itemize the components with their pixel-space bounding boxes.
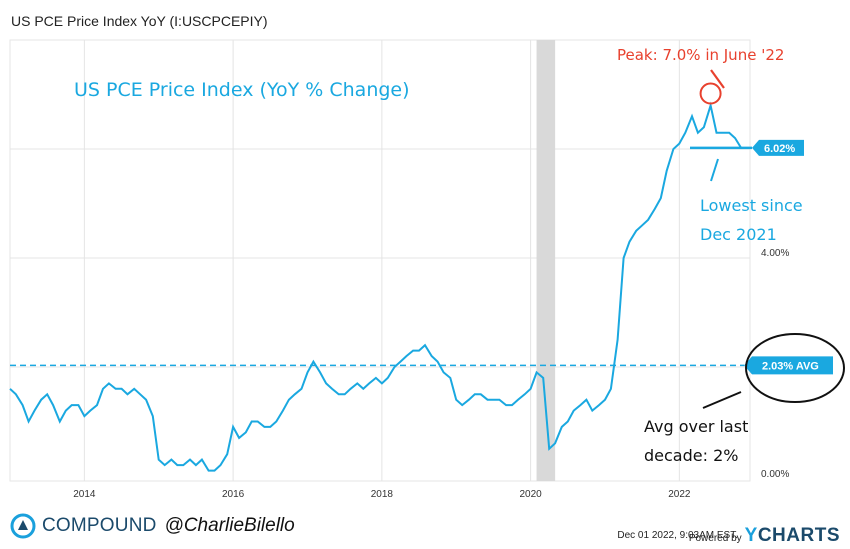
peak-annotation-text: Peak: 7.0% in June '22 xyxy=(617,46,784,64)
chart-title: US PCE Price Index YoY (I:USCPCEPIY) xyxy=(11,13,268,29)
x-axis: 2014 2016 2018 2020 2022 xyxy=(73,489,691,500)
chart: 2014 2016 2018 2020 2022 0.00% 4.00% US PCE P… xyxy=(9,13,845,500)
compound-logo-icon xyxy=(10,513,36,539)
peak-circle xyxy=(699,82,722,105)
y-tick-label: 0.00% xyxy=(761,469,789,480)
x-tick-label: 2018 xyxy=(371,489,394,500)
peak-annotation: Peak: 7.0% in June '22 xyxy=(617,46,784,105)
average-badge: 2.03% AVG xyxy=(744,356,833,375)
average-annotation-line1: Avg over last xyxy=(644,417,748,436)
grid-lines xyxy=(10,40,750,481)
average-label: 2.03% AVG xyxy=(762,360,819,372)
footer: COMPOUND @CharlieBilello Dec 01 2022, 9:… xyxy=(0,505,850,549)
average-annotation: Avg over last decade: 2% xyxy=(644,333,845,465)
timestamp: Dec 01 2022, 9:03AM EST. xyxy=(617,530,738,541)
brand-name: COMPOUND xyxy=(42,515,157,536)
lowest-annotation-line1: Lowest since xyxy=(700,196,803,215)
brand: COMPOUND @CharlieBilello xyxy=(10,513,295,539)
chart-annotation-title: US PCE Price Index (YoY % Change) xyxy=(74,79,410,101)
average-annotation-line2: decade: 2% xyxy=(644,446,738,465)
recession-band xyxy=(536,40,556,481)
lowest-annotation-line2: Dec 2021 xyxy=(700,225,777,244)
y-axis: 0.00% 4.00% xyxy=(761,248,789,480)
author-handle: @CharlieBilello xyxy=(164,515,295,536)
x-tick-label: 2020 xyxy=(519,489,542,500)
x-tick-label: 2016 xyxy=(222,489,245,500)
lowest-annotation: Lowest since Dec 2021 xyxy=(700,158,803,244)
lowest-arrow xyxy=(710,158,719,182)
peak-arrow xyxy=(710,69,725,89)
ycharts-logo: YCHARTS xyxy=(744,525,840,546)
average-circle xyxy=(745,333,845,403)
provider: Powered by YCHARTS xyxy=(689,525,840,547)
x-tick-label: 2022 xyxy=(668,489,691,500)
x-tick-label: 2014 xyxy=(73,489,96,500)
y-tick-label: 4.00% xyxy=(761,248,789,259)
latest-value-label: 6.02% xyxy=(764,143,795,155)
latest-value-badge: 6.02% xyxy=(752,139,804,156)
powered-by-label: Powered by xyxy=(688,533,742,544)
plot-frame xyxy=(9,39,751,482)
series-line xyxy=(9,101,742,472)
average-arrow xyxy=(702,391,742,409)
